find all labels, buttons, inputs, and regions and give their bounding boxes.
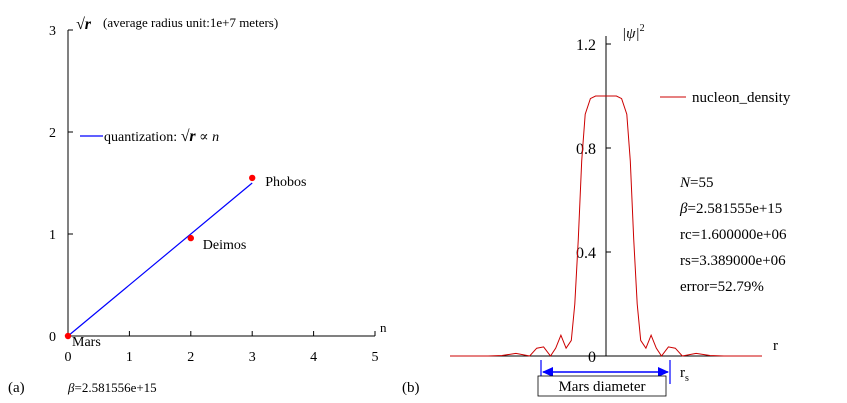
a-point-label: Deimos (203, 238, 247, 253)
a-point-label: Phobos (265, 175, 306, 190)
a-point-mars (64, 332, 72, 340)
b-rs-sub: s (685, 373, 689, 384)
b-ann-n: N=55 (679, 175, 713, 191)
a-y-tick-label: 1 (49, 228, 56, 243)
b-arrow-label-box (537, 375, 667, 397)
b-ann-error: error=52.79% (680, 279, 764, 295)
a-y-tick-label: 3 (49, 24, 56, 39)
panel-b: 0 0.4 0.8 1.2 |ψ|2 r nucleon_density N=55 β… (402, 23, 791, 397)
a-legend-n: n (212, 130, 219, 145)
a-legend-text: quantization: √r ∝ n (104, 128, 219, 145)
a-beta-value: =2.581556e+15 (74, 380, 156, 395)
a-points: Mars Deimos Phobos (64, 174, 306, 350)
a-beta-symbol: β (67, 380, 75, 395)
b-ann-rs: rs=3.389000e+06 (680, 253, 786, 269)
a-y-tick-label: 2 (49, 126, 56, 141)
a-point-label: Mars (72, 335, 101, 350)
panel-a: 0 1 2 3 4 5 0 1 2 3 Mars Deimos Phobos √r (average… (8, 15, 387, 396)
b-ann-beta-sym: β (679, 201, 688, 217)
b-y-tick-label: 0.4 (576, 245, 596, 262)
a-x-tick-label: 2 (187, 350, 194, 365)
b-ann-rc: rc=1.600000e+06 (680, 227, 787, 243)
b-arrow-head-right (658, 367, 669, 377)
b-y-tick-label: 0.8 (576, 141, 596, 158)
a-x-tick-label: 1 (126, 350, 133, 365)
b-arrow-head-left (542, 367, 553, 377)
b-y-ticks: 0 0.4 0.8 1.2 (576, 37, 611, 366)
b-ann-beta-val: =2.581555e+15 (687, 201, 782, 217)
b-ylabel-sup: 2 (640, 23, 645, 34)
a-x-tick-label: 4 (310, 350, 317, 365)
b-xlabel: r (773, 338, 778, 354)
a-y-ticks: 0 1 2 3 (49, 24, 73, 345)
b-rs-r: r (680, 365, 685, 381)
b-ann-n-val: =55 (690, 175, 713, 191)
b-legend-label: nucleon_density (692, 90, 791, 106)
a-ylabel-symbol: √r (76, 16, 92, 33)
a-legend-sym: √r (181, 128, 197, 145)
b-density-curve (450, 95, 762, 357)
b-ann-beta: β=2.581555e+15 (679, 201, 782, 217)
a-point-deimos (187, 234, 194, 242)
a-legend-propto: ∝ (196, 130, 212, 145)
a-xlabel: n (380, 320, 387, 335)
b-ann-n-sym: N (679, 175, 691, 191)
b-ylabel-psi: |ψ| (622, 26, 640, 42)
a-y-tick-label: 0 (49, 330, 56, 345)
a-x-tick-label: 5 (372, 350, 379, 365)
b-panel-label: (b) (402, 380, 420, 396)
a-beta-text: β=2.581556e+15 (67, 380, 157, 395)
b-y-tick-label: 0 (588, 349, 596, 366)
b-ylabel: |ψ|2 (622, 23, 645, 42)
a-fit-line (67, 182, 253, 337)
a-panel-label: (a) (8, 380, 25, 396)
b-rs-label: rs (680, 365, 689, 384)
a-x-tick-label: 3 (249, 350, 256, 365)
a-x-tick-label: 0 (65, 350, 72, 365)
b-arrow-label: Mars diameter (558, 379, 645, 395)
a-point-phobos (249, 174, 256, 182)
b-y-tick-label: 1.2 (576, 37, 596, 54)
a-ylabel-text: (average radius unit:1e+7 meters) (103, 15, 278, 30)
a-legend-label: quantization: (104, 130, 181, 145)
